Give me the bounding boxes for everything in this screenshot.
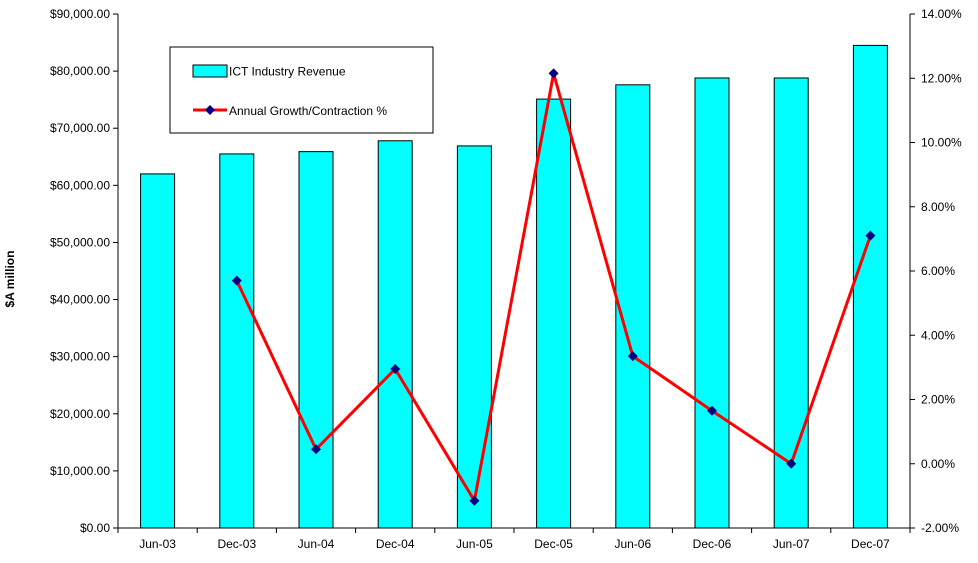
left-tick-label: $50,000.00	[50, 235, 110, 249]
left-tick-label: $80,000.00	[50, 64, 110, 78]
right-tick-label: 2.00%	[921, 393, 955, 407]
growth-marker-Dec-04	[390, 363, 401, 374]
right-tick-label: -2.00%	[921, 521, 959, 535]
left-tick-label: $40,000.00	[50, 293, 110, 307]
growth-marker-Jun-07	[786, 458, 797, 469]
bar-Jun-07	[773, 77, 809, 529]
right-tick-label: 4.00%	[921, 328, 955, 342]
x-tick-label: Dec-07	[851, 537, 890, 551]
x-tick-label: Dec-04	[376, 537, 415, 551]
x-tick-label: Dec-05	[534, 537, 573, 551]
bar-Dec-06	[694, 77, 730, 529]
right-tick-label: 12.00%	[921, 71, 962, 85]
x-tick-label: Jun-05	[456, 537, 493, 551]
left-tick-label: $10,000.00	[50, 464, 110, 478]
bar-Dec-03	[219, 153, 255, 529]
growth-marker-Jun-06	[627, 351, 638, 362]
growth-marker-Dec-07	[865, 230, 876, 241]
legend-swatch-marker	[205, 105, 215, 115]
x-tick-label: Jun-03	[139, 537, 176, 551]
bar-Dec-05	[536, 98, 572, 529]
bar-Dec-07	[852, 44, 888, 529]
right-tick-label: 10.00%	[921, 136, 962, 150]
growth-marker-Dec-05	[548, 68, 559, 79]
right-tick-label: 8.00%	[921, 200, 955, 214]
growth-marker-Jun-04	[311, 444, 321, 455]
legend: ICT Industry Revenue Annual Growth/Contr…	[169, 46, 434, 134]
bar-Jun-04	[298, 151, 334, 529]
bar-Jun-05	[456, 145, 492, 529]
growth-marker-Jun-05	[469, 495, 480, 506]
right-tick-label: 6.00%	[921, 264, 955, 278]
left-tick-label: $60,000.00	[50, 178, 110, 192]
growth-marker-Dec-03	[231, 275, 242, 286]
left-tick-label: $30,000.00	[50, 350, 110, 364]
x-tick-label: Jun-07	[773, 537, 810, 551]
legend-swatch-bar	[192, 64, 228, 78]
y-axis-label: $A million	[3, 251, 17, 308]
bar-Jun-03	[140, 173, 176, 529]
x-tick-label: Dec-06	[693, 537, 732, 551]
right-tick-label: 0.00%	[921, 457, 955, 471]
bar-Dec-04	[377, 140, 413, 529]
bar-Jun-06	[615, 84, 651, 529]
right-tick-label: 14.00%	[921, 7, 962, 21]
left-tick-label: $90,000.00	[50, 7, 110, 21]
legend-label-revenue: ICT Industry Revenue	[229, 65, 346, 79]
left-tick-label: $0.00	[80, 521, 110, 535]
legend-label-growth: Annual Growth/Contraction %	[229, 104, 387, 118]
legend-box	[169, 46, 434, 134]
left-tick-label: $20,000.00	[50, 407, 110, 421]
x-tick-label: Dec-03	[217, 537, 256, 551]
left-tick-label: $70,000.00	[50, 121, 110, 135]
x-tick-label: Jun-06	[614, 537, 651, 551]
growth-marker-Dec-06	[707, 405, 717, 416]
x-tick-label: Jun-04	[298, 537, 335, 551]
